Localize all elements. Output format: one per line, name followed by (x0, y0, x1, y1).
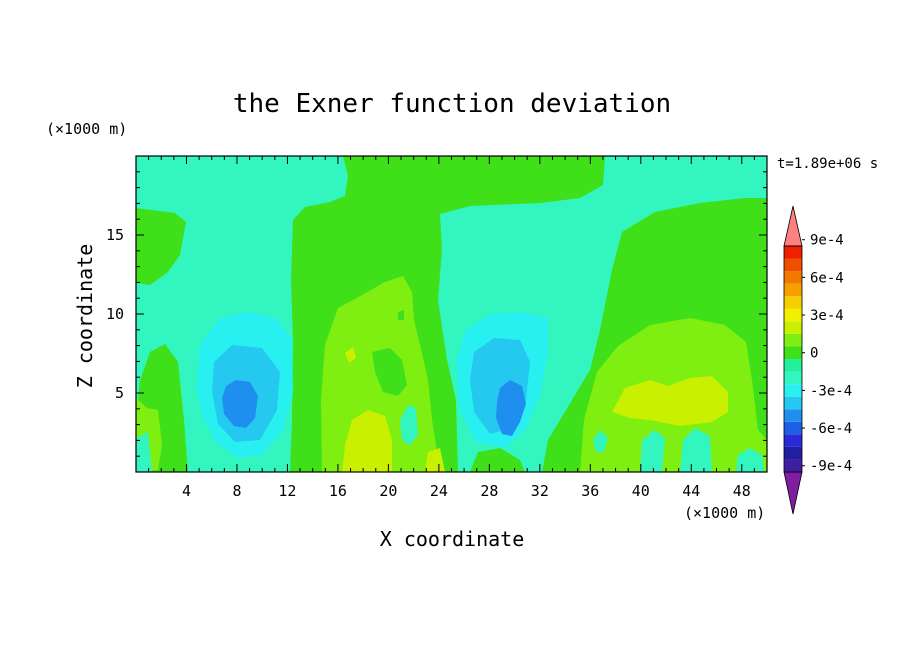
x-tick-label: 28 (480, 482, 498, 500)
time-label: t=1.89e+06 s (777, 156, 878, 172)
contour-field (136, 156, 767, 472)
x-tick-label: 12 (278, 482, 296, 500)
colorbar-band (784, 459, 802, 472)
colorbar-band (784, 384, 802, 397)
contour-band-pos1 (398, 310, 404, 320)
colorbar: 9e-4 6e-4 3e-4 0 -3e-4 -6e-4 -9e-4 (783, 205, 852, 515)
colorbar-band (784, 396, 802, 410)
contour-band-pos1 (372, 348, 407, 396)
colorbar-tick-label: -9e-4 (810, 459, 852, 475)
contour-band-pos1 (470, 448, 525, 472)
colorbar-tick-label: -6e-4 (810, 421, 852, 437)
contour-band-neg4 (222, 380, 258, 428)
x-tick-label: 20 (379, 482, 397, 500)
colorbar-band (784, 258, 802, 272)
colorbar-band (784, 321, 802, 334)
x-tick-label: 48 (733, 482, 751, 500)
colorbar-band (784, 308, 802, 322)
contour-band-neg1 (593, 430, 608, 452)
y-ticks: 5 10 15 (106, 171, 767, 457)
colorbar-tick-label: 0 (810, 346, 818, 362)
y-tick-label: 10 (106, 305, 124, 323)
contour-band-neg4 (496, 380, 526, 436)
colorbar-band (784, 271, 802, 284)
contour-band-pos3 (612, 376, 728, 426)
x-tick-label: 4 (182, 482, 191, 500)
contour-band-neg1 (205, 462, 222, 472)
contour-band-neg1 (736, 448, 764, 472)
colorbar-band (784, 283, 802, 297)
contour-band-pos3 (425, 448, 445, 472)
colorbar-band (784, 434, 802, 447)
colorbar-band (784, 246, 802, 259)
colorbar-band (784, 346, 802, 359)
contour-band-pos3 (345, 347, 356, 363)
y-axis-label: Z coordinate (73, 244, 97, 389)
contour-band-pos3 (342, 410, 392, 472)
contour-band-neg1 (680, 428, 712, 472)
x-tick-label: 36 (581, 482, 599, 500)
z-unit-label: (×1000 m) (46, 120, 127, 138)
colorbar-min-triangle (783, 471, 803, 515)
colorbar-band (784, 371, 802, 385)
colorbar-band (784, 409, 802, 422)
colorbar-band (784, 446, 802, 460)
contour-band-neg1 (400, 405, 418, 445)
colorbar-tick-label: 3e-4 (810, 308, 844, 324)
contour-band-neg1 (136, 432, 152, 472)
x-unit-label: (×1000 m) (684, 504, 765, 522)
contour-band-pos1 (136, 208, 186, 285)
contour-band-neg1 (640, 430, 665, 472)
colorbar-band (784, 359, 802, 372)
x-axis-label: X coordinate (380, 527, 525, 551)
x-tick-label: 32 (531, 482, 549, 500)
colorbar-tick-label: 6e-4 (810, 270, 844, 286)
colorbar-band (784, 296, 802, 309)
chart-title: the Exner function deviation (233, 89, 671, 119)
colorbar-band (784, 421, 802, 435)
colorbar-band (784, 333, 802, 347)
x-ticks: 4 8 12 16 20 24 28 32 36 40 44 48 (148, 156, 755, 500)
colorbar-tick-label: 9e-4 (810, 233, 844, 249)
y-tick-label: 5 (115, 384, 124, 402)
x-tick-label: 8 (232, 482, 241, 500)
x-tick-label: 16 (329, 482, 347, 500)
y-tick-label: 15 (106, 226, 124, 244)
colorbar-tick-label: -3e-4 (810, 383, 852, 399)
x-tick-label: 24 (430, 482, 448, 500)
colorbar-max-triangle (783, 205, 803, 247)
x-tick-label: 40 (632, 482, 650, 500)
x-tick-label: 44 (682, 482, 700, 500)
colorbar-frame (783, 245, 803, 473)
